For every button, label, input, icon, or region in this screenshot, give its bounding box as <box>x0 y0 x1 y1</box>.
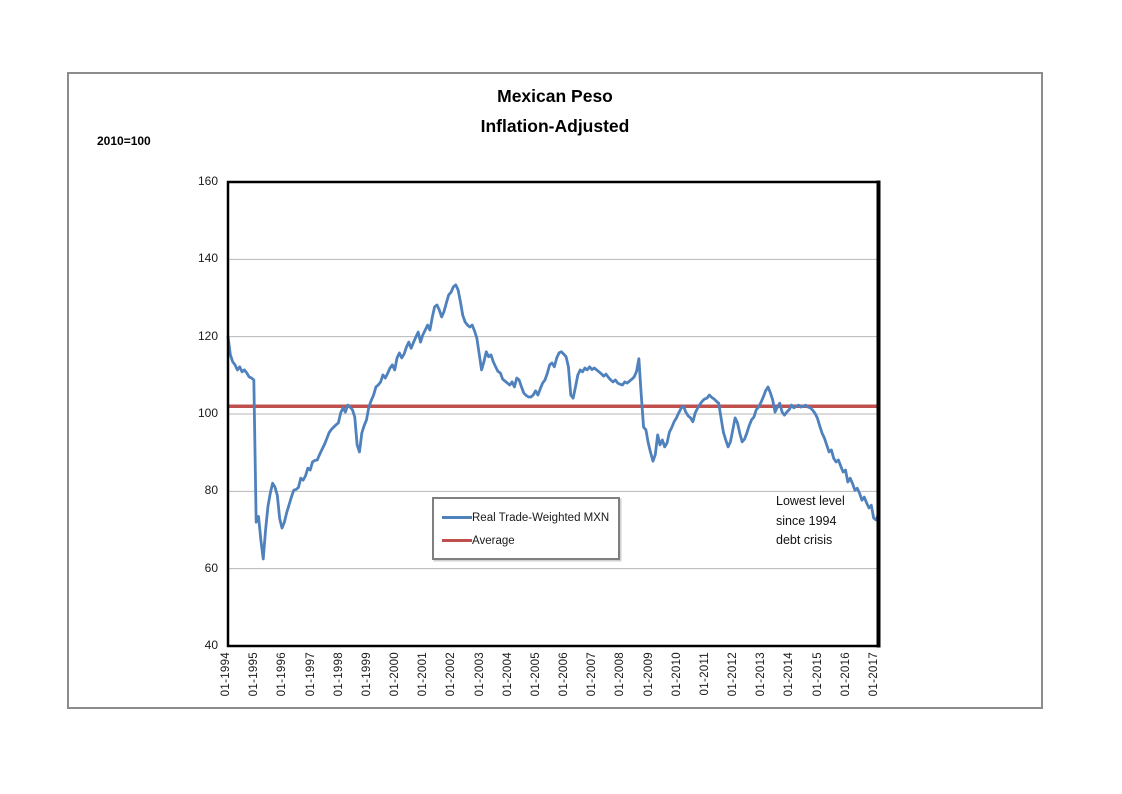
units-note: 2010=100 <box>97 134 151 148</box>
x-tick-label-01-1995: 01-1995 <box>248 652 261 697</box>
y-tick-label-60: 60 <box>204 560 218 575</box>
x-tick-label-01-2001: 01-2001 <box>417 652 430 697</box>
x-tick-label-01-2005: 01-2005 <box>529 652 542 697</box>
y-tick-label-100: 100 <box>197 406 218 420</box>
x-tick-label-01-2015: 01-2015 <box>811 652 824 697</box>
chart-title-line2: Inflation-Adjusted <box>480 116 630 136</box>
legend-item-average: Average <box>442 529 618 552</box>
x-tick-label-01-2006: 01-2006 <box>558 652 571 697</box>
x-tick-label-01-2014: 01-2014 <box>783 652 796 697</box>
x-tick-label-01-2013: 01-2013 <box>755 652 768 697</box>
annotation-line3: debt crisis <box>776 533 833 547</box>
x-tick-label-01-2004: 01-2004 <box>501 652 514 697</box>
x-tick-label-01-2007: 01-2007 <box>586 652 599 697</box>
y-tick-label-160: 160 <box>197 174 218 188</box>
annotation-lowest-level: Lowest level since 1994 debt crisis <box>776 492 845 551</box>
blue-line-swatch-icon <box>442 516 472 519</box>
x-tick-label-01-2009: 01-2009 <box>642 652 655 697</box>
legend-label-average: Average <box>472 534 515 547</box>
legend: Real Trade-Weighted MXN Average <box>432 497 620 560</box>
red-line-swatch-icon <box>442 539 472 542</box>
legend-label-real-mxn: Real Trade-Weighted MXN <box>472 511 610 524</box>
x-tick-label-01-2016: 01-2016 <box>839 652 852 697</box>
x-tick-label-01-2012: 01-2012 <box>727 652 740 697</box>
x-tick-label-01-2011: 01-2011 <box>698 652 711 696</box>
annotation-line1: Lowest level <box>776 494 845 508</box>
y-tick-label-120: 120 <box>197 328 218 343</box>
x-tick-label-01-1996: 01-1996 <box>276 652 289 697</box>
x-tick-label-01-2008: 01-2008 <box>614 652 627 697</box>
x-tick-label-01-1998: 01-1998 <box>332 652 345 697</box>
chart-title-line1: Mexican Peso <box>497 86 613 106</box>
chart-title: Mexican Peso Inflation-Adjusted <box>67 81 1043 141</box>
y-tick-label-140: 140 <box>197 251 218 266</box>
x-tick-label-01-1994: 01-1994 <box>220 652 232 697</box>
x-tick-label-01-2010: 01-2010 <box>670 652 683 697</box>
x-tick-label-01-2002: 01-2002 <box>445 652 458 697</box>
x-tick-label-01-1999: 01-1999 <box>360 652 373 697</box>
x-tick-label-01-1997: 01-1997 <box>304 652 317 697</box>
annotation-line2: since 1994 <box>776 513 837 528</box>
y-tick-label-40: 40 <box>204 638 218 652</box>
x-tick-label-01-2017: 01-2017 <box>868 652 880 697</box>
legend-item-real-mxn: Real Trade-Weighted MXN <box>442 506 618 529</box>
y-tick-label-80: 80 <box>204 483 218 498</box>
x-tick-label-01-2000: 01-2000 <box>389 652 402 697</box>
x-tick-label-01-2003: 01-2003 <box>473 652 486 697</box>
real-mxn-line <box>226 283 880 561</box>
